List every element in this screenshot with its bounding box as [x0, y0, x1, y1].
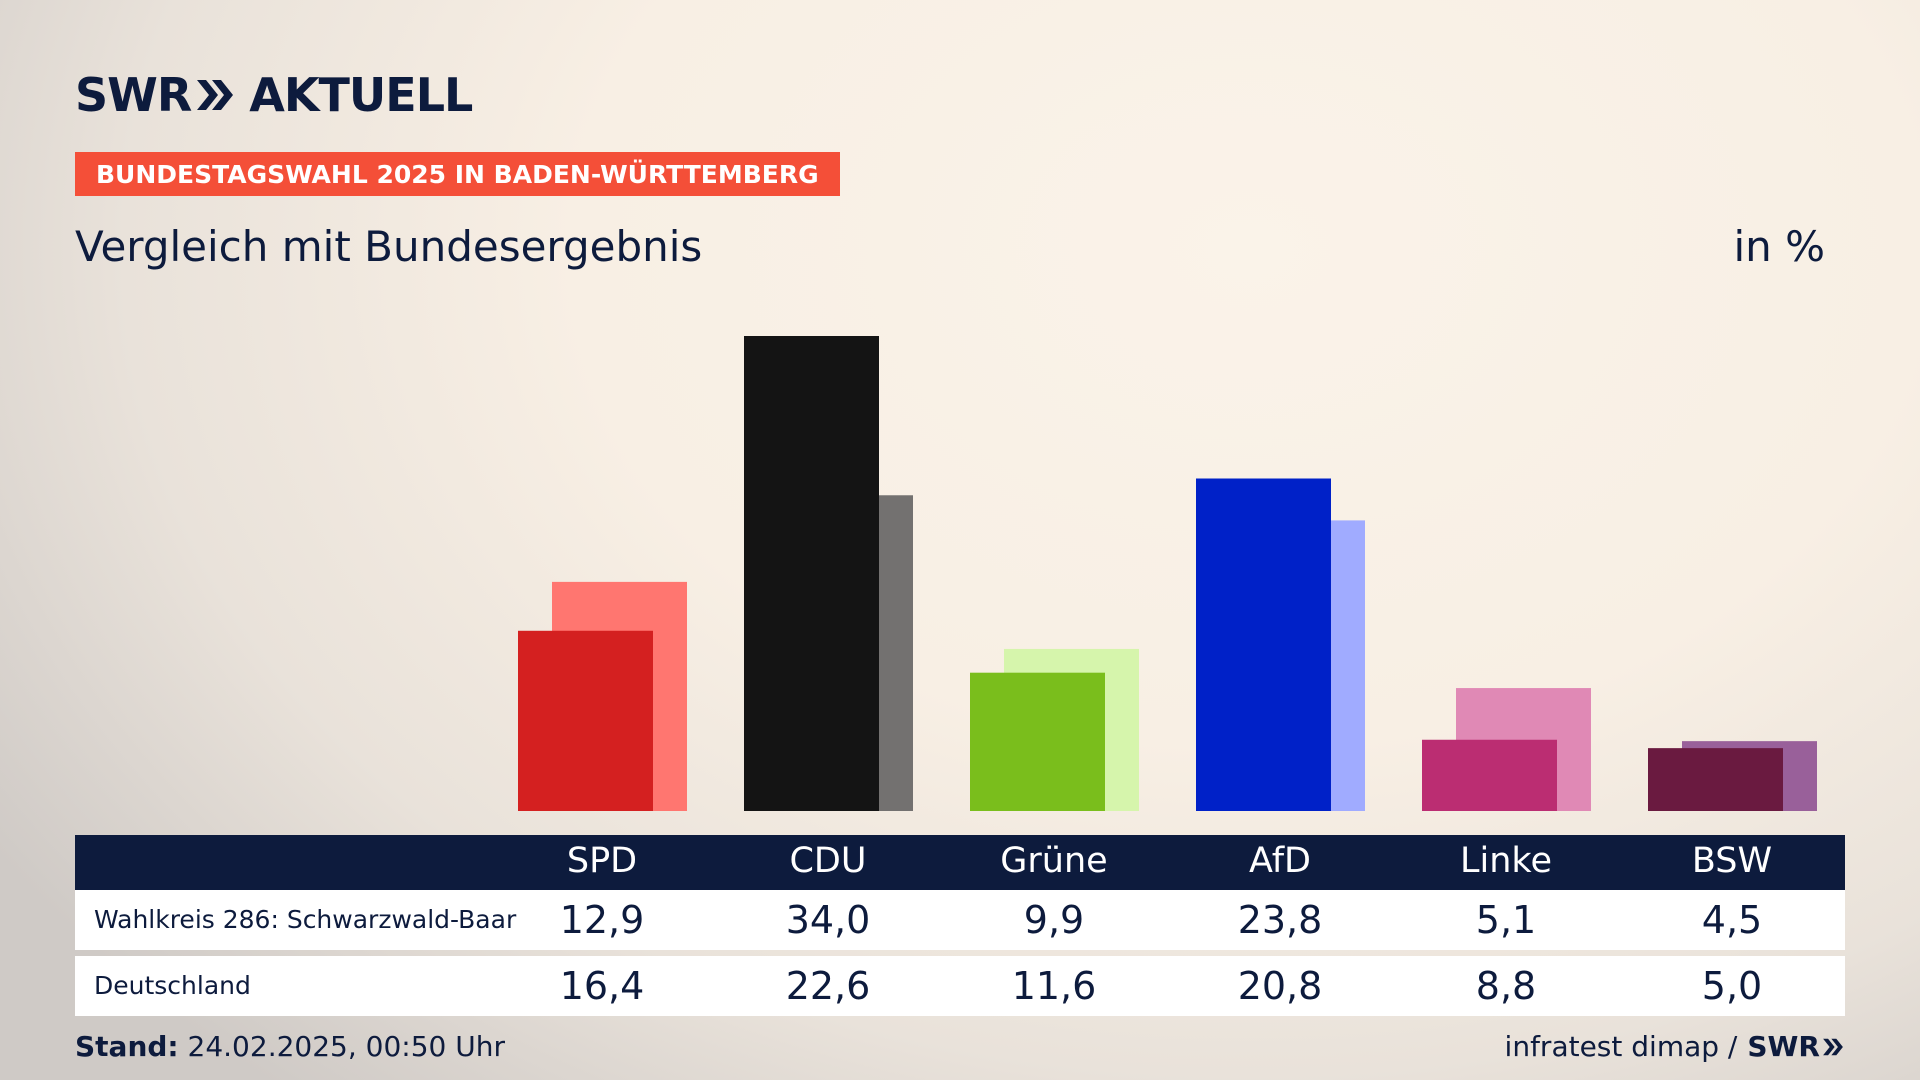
cell-deutschland: 5,0	[1701, 964, 1763, 1008]
table-row-wahlkreis: Wahlkreis 286: Schwarzwald-Baar 12,9 34,0…	[75, 890, 1845, 950]
table-header: SPD CDU Grüne AfD Linke BSW	[75, 835, 1845, 890]
mini-chevron-icon	[1823, 1038, 1843, 1055]
cell-deutschland: 20,8	[1237, 964, 1323, 1008]
cell-wahlkreis: 23,8	[1237, 898, 1323, 942]
election-badge: BUNDESTAGSWAHL 2025 IN BADEN-WÜRTTEMBERG	[75, 152, 840, 196]
row-label-wahlkreis: Wahlkreis 286: Schwarzwald-Baar	[94, 905, 517, 934]
row-label-deutschland: Deutschland	[94, 971, 251, 1000]
cell-wahlkreis: 5,1	[1475, 898, 1537, 942]
column-header: BSW	[1691, 841, 1773, 881]
bar-wahlkreis-3	[1196, 478, 1331, 811]
aktuell-wordmark: AKTUELL	[249, 68, 473, 122]
swr-aktuell-logo: SWR AKTUELL	[75, 68, 473, 122]
bar-wahlkreis-5	[1648, 748, 1783, 811]
cell-wahlkreis: 4,5	[1701, 898, 1763, 942]
table-row-deutschland: Deutschland 16,4 22,6 11,6 20,8 8,8 5,0	[75, 956, 1845, 1016]
cell-wahlkreis: 9,9	[1023, 898, 1085, 942]
bar-chart	[518, 336, 1817, 811]
cell-wahlkreis: 12,9	[559, 898, 645, 942]
column-header: CDU	[789, 841, 867, 881]
bar-wahlkreis-1	[744, 336, 879, 811]
bar-wahlkreis-4	[1422, 739, 1557, 811]
stand-value: 24.02.2025, 00:50 Uhr	[187, 1030, 505, 1063]
double-chevron-icon	[197, 80, 234, 110]
bar-wahlkreis-2	[970, 672, 1105, 811]
results-table: SPD CDU Grüne AfD Linke BSW Wahlkreis 286: Sc…	[75, 835, 1845, 1016]
chart-subtitle: Vergleich mit Bundesergebnis	[75, 222, 703, 271]
source-text: infratest dimap /	[1504, 1030, 1738, 1063]
unit-label: in %	[1733, 222, 1825, 271]
column-header: SPD	[566, 841, 638, 881]
cell-wahlkreis: 34,0	[785, 898, 871, 942]
swr-mini-wordmark: SWR	[1747, 1030, 1820, 1063]
swr-wordmark: SWR	[75, 68, 192, 122]
timestamp: Stand: 24.02.2025, 00:50 Uhr	[75, 1030, 505, 1063]
column-header: Linke	[1460, 841, 1552, 881]
source-credit: infratest dimap / SWR	[1505, 1030, 1844, 1063]
cell-deutschland: 16,4	[559, 964, 645, 1008]
stand-label: Stand:	[75, 1030, 179, 1063]
column-header: Grüne	[1000, 841, 1108, 881]
cell-deutschland: 11,6	[1011, 964, 1097, 1008]
column-header: AfD	[1249, 841, 1311, 881]
cell-deutschland: 8,8	[1475, 964, 1537, 1008]
swr-mini-logo: SWR	[1747, 1030, 1844, 1063]
bar-wahlkreis-0	[518, 630, 653, 811]
cell-deutschland: 22,6	[785, 964, 871, 1008]
